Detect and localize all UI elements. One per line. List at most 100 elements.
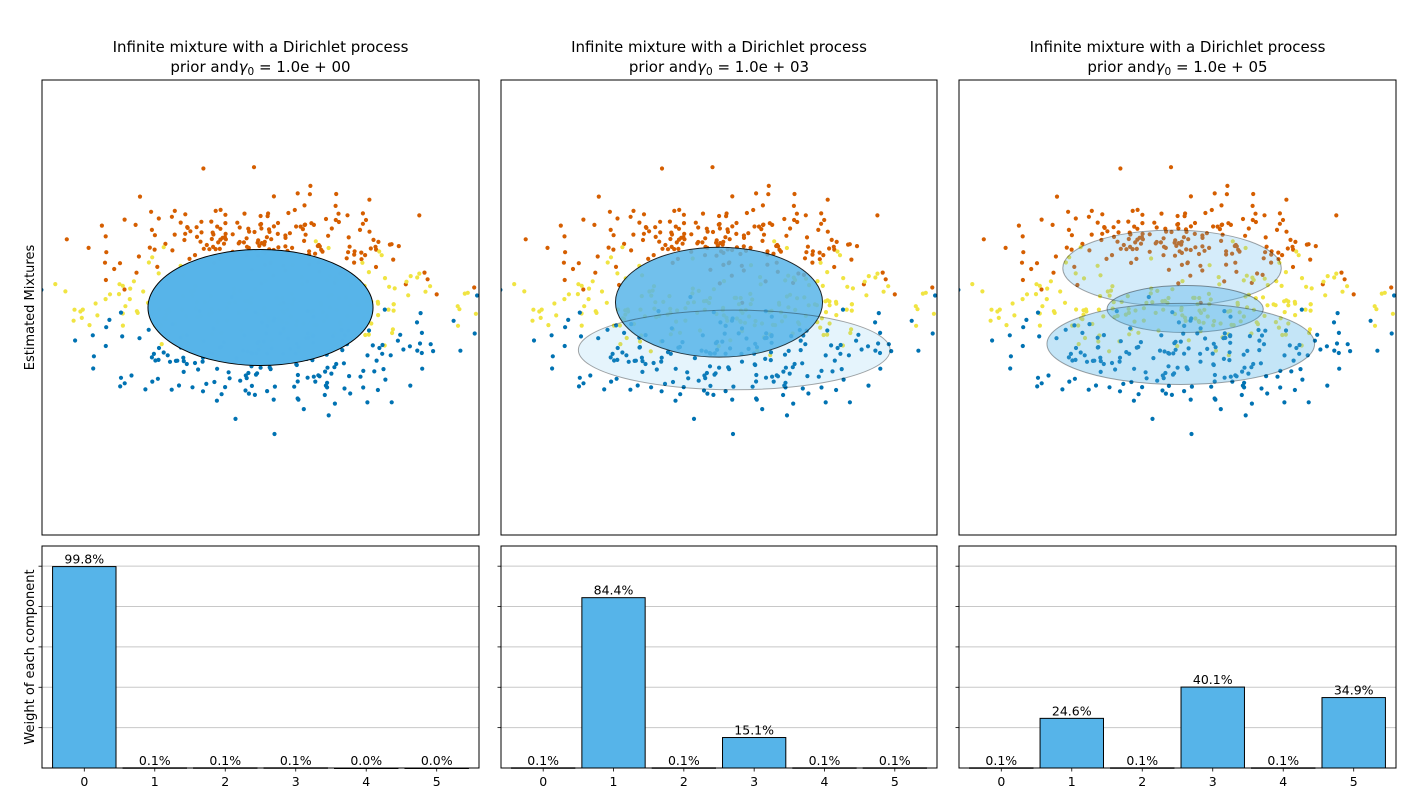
sample-point xyxy=(1283,310,1287,314)
sample-point xyxy=(705,392,709,396)
sample-point xyxy=(1164,392,1168,396)
sample-point xyxy=(1094,383,1098,387)
sample-point xyxy=(143,387,147,391)
sample-point xyxy=(408,384,412,388)
sample-point xyxy=(374,265,378,269)
sample-point xyxy=(754,396,758,400)
sample-point xyxy=(119,311,123,315)
sample-point xyxy=(1276,251,1280,255)
sample-point xyxy=(1337,367,1341,371)
sample-point xyxy=(1021,344,1025,348)
sample-point xyxy=(391,327,395,331)
sample-point xyxy=(293,208,297,212)
sample-point xyxy=(122,287,126,291)
sample-point xyxy=(342,386,346,390)
sample-point xyxy=(173,209,177,213)
sample-point xyxy=(303,223,307,227)
sample-point xyxy=(104,344,108,348)
sample-point xyxy=(486,274,490,278)
sample-point xyxy=(1297,253,1301,257)
sample-point xyxy=(834,313,838,317)
sample-point xyxy=(591,279,595,283)
sample-point xyxy=(1253,212,1257,216)
sample-point xyxy=(313,380,317,384)
sample-point xyxy=(1118,389,1122,393)
x-tick-label: 3 xyxy=(1209,774,1217,789)
sample-point xyxy=(215,399,219,403)
sample-point xyxy=(308,192,312,196)
sample-point xyxy=(420,331,424,335)
sample-point xyxy=(1250,402,1254,406)
sample-point xyxy=(711,230,715,234)
sample-point xyxy=(157,271,161,275)
sample-point xyxy=(219,208,223,212)
sample-point xyxy=(228,376,232,380)
sample-point xyxy=(149,210,153,214)
x-tick-label: 5 xyxy=(433,774,441,789)
sample-point xyxy=(700,240,704,244)
sample-point xyxy=(162,245,166,249)
sample-point xyxy=(1058,289,1062,293)
plot-area xyxy=(0,165,556,436)
sample-point xyxy=(272,432,276,436)
sample-point xyxy=(628,388,632,392)
sample-point xyxy=(155,265,159,269)
sample-point xyxy=(383,276,387,280)
sample-point xyxy=(1140,385,1144,389)
sample-point xyxy=(1352,292,1356,296)
sample-point xyxy=(1189,432,1193,436)
sample-point xyxy=(307,249,311,253)
sample-point xyxy=(150,255,154,259)
sample-point xyxy=(183,212,187,216)
sample-point xyxy=(1034,282,1038,286)
sample-point xyxy=(39,288,43,292)
sample-point xyxy=(334,192,338,196)
sample-point xyxy=(345,256,349,260)
sample-point xyxy=(819,261,823,265)
sample-point xyxy=(1010,318,1014,322)
sample-point xyxy=(320,250,324,254)
sample-point xyxy=(1308,258,1312,262)
sample-point xyxy=(592,223,596,227)
sample-point xyxy=(334,204,338,208)
sample-point xyxy=(294,224,298,228)
sample-point xyxy=(296,379,300,383)
sample-point xyxy=(195,235,199,239)
sample-point xyxy=(1107,385,1111,389)
sample-point xyxy=(866,384,870,388)
sample-point xyxy=(408,344,412,348)
sample-point xyxy=(578,311,582,315)
sample-point xyxy=(1084,307,1088,311)
sample-point xyxy=(1087,215,1091,219)
sample-point xyxy=(201,166,205,170)
sample-point xyxy=(387,285,391,289)
sample-point xyxy=(507,312,511,316)
sample-point xyxy=(103,261,107,265)
sample-point xyxy=(308,184,312,188)
sample-point xyxy=(834,302,838,306)
sample-point xyxy=(273,385,277,389)
sample-point xyxy=(257,244,261,248)
sample-point xyxy=(614,265,618,269)
sample-point xyxy=(198,240,202,244)
sample-point xyxy=(579,334,583,338)
sample-point xyxy=(531,308,535,312)
sample-point xyxy=(745,211,749,215)
bar-value-label: 0.1% xyxy=(809,753,841,768)
sample-point xyxy=(886,284,890,288)
sample-point xyxy=(392,302,396,306)
sample-point xyxy=(725,211,729,215)
sample-point xyxy=(910,319,914,323)
sample-point xyxy=(663,243,667,247)
sample-point xyxy=(222,242,226,246)
bar-5 xyxy=(1322,698,1385,768)
sample-point xyxy=(804,213,808,217)
sample-point xyxy=(1243,234,1247,238)
x-tick-label: 0 xyxy=(997,774,1005,789)
sample-point xyxy=(1121,382,1125,386)
sample-point xyxy=(95,313,99,317)
sample-point xyxy=(215,367,219,371)
sample-point xyxy=(1189,194,1193,198)
sample-point xyxy=(123,381,127,385)
